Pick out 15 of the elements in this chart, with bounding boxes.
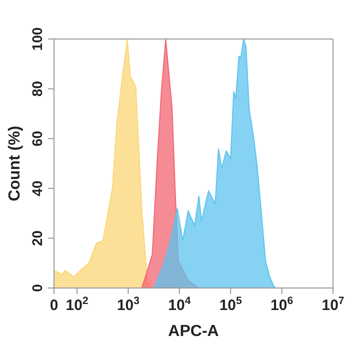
y-tick-label: 40 — [29, 180, 45, 196]
x-tick-label: 0 — [50, 297, 58, 314]
x-tick-label: 10$^{7}$ — [322, 295, 344, 314]
y-axis-title: Count (%) — [6, 126, 24, 202]
x-axis-title: APC-A — [168, 323, 220, 340]
x-tick-label: 10$^{2}$ — [66, 295, 88, 314]
y-tick-label: 0 — [29, 284, 45, 292]
x-tick-label: 10$^{6}$ — [270, 295, 294, 314]
y-tick-label: 60 — [29, 130, 45, 146]
x-tick-label: 10$^{5}$ — [219, 295, 242, 314]
y-tick-label: 80 — [29, 80, 45, 97]
y-tick-label: 100 — [29, 27, 45, 51]
y-tick-label: 20 — [29, 230, 45, 246]
x-tick-label: 10$^{3}$ — [116, 295, 140, 314]
x-tick-label: 10$^{4}$ — [168, 295, 191, 314]
